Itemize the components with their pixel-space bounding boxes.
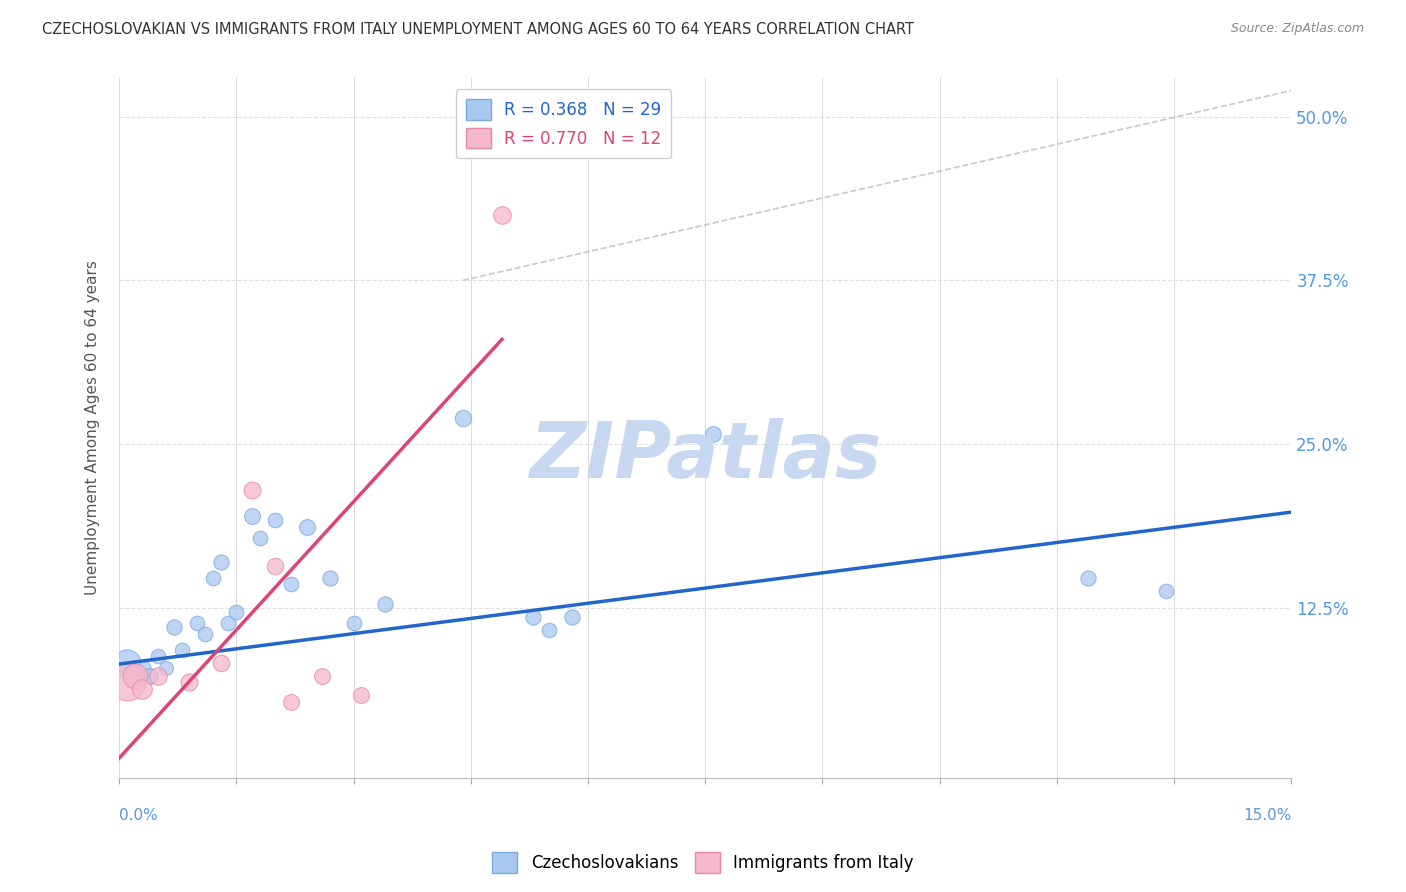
Point	[179, 675, 201, 690]
Point	[139, 669, 162, 683]
Point	[451, 410, 474, 425]
Text: Source: ZipAtlas.com: Source: ZipAtlas.com	[1230, 22, 1364, 36]
Point	[209, 555, 232, 569]
Point	[115, 675, 138, 690]
Point	[374, 597, 396, 611]
Point	[124, 670, 146, 684]
Point	[1156, 583, 1178, 598]
Point	[264, 558, 287, 573]
Point	[491, 208, 513, 222]
Point	[702, 426, 724, 441]
Point	[115, 656, 138, 670]
Point	[264, 513, 287, 527]
Point	[146, 649, 169, 664]
Point	[240, 509, 263, 524]
Point	[311, 669, 333, 683]
Point	[155, 661, 177, 675]
Point	[280, 577, 302, 591]
Point	[240, 483, 263, 497]
Point	[350, 689, 373, 703]
Point	[163, 620, 186, 634]
Point	[131, 662, 153, 676]
Point	[194, 627, 217, 641]
Point	[537, 623, 560, 637]
Point	[217, 616, 239, 631]
Point	[170, 642, 193, 657]
Legend: Czechoslovakians, Immigrants from Italy: Czechoslovakians, Immigrants from Italy	[485, 846, 921, 880]
Point	[561, 610, 583, 624]
Point	[124, 669, 146, 683]
Point	[1077, 571, 1099, 585]
Text: 15.0%: 15.0%	[1243, 808, 1291, 823]
Point	[225, 605, 247, 619]
Point	[186, 616, 208, 631]
Text: ZIPatlas: ZIPatlas	[529, 417, 882, 493]
Point	[522, 610, 544, 624]
Y-axis label: Unemployment Among Ages 60 to 64 years: Unemployment Among Ages 60 to 64 years	[86, 260, 100, 595]
Point	[342, 616, 364, 631]
Point	[280, 695, 302, 709]
Point	[249, 531, 271, 545]
Point	[131, 681, 153, 696]
Point	[201, 571, 224, 585]
Point	[209, 656, 232, 670]
Point	[319, 571, 342, 585]
Point	[295, 519, 318, 533]
Text: CZECHOSLOVAKIAN VS IMMIGRANTS FROM ITALY UNEMPLOYMENT AMONG AGES 60 TO 64 YEARS : CZECHOSLOVAKIAN VS IMMIGRANTS FROM ITALY…	[42, 22, 914, 37]
Legend: R = 0.368   N = 29, R = 0.770   N = 12: R = 0.368 N = 29, R = 0.770 N = 12	[456, 89, 671, 158]
Point	[146, 669, 169, 683]
Text: 0.0%: 0.0%	[120, 808, 157, 823]
